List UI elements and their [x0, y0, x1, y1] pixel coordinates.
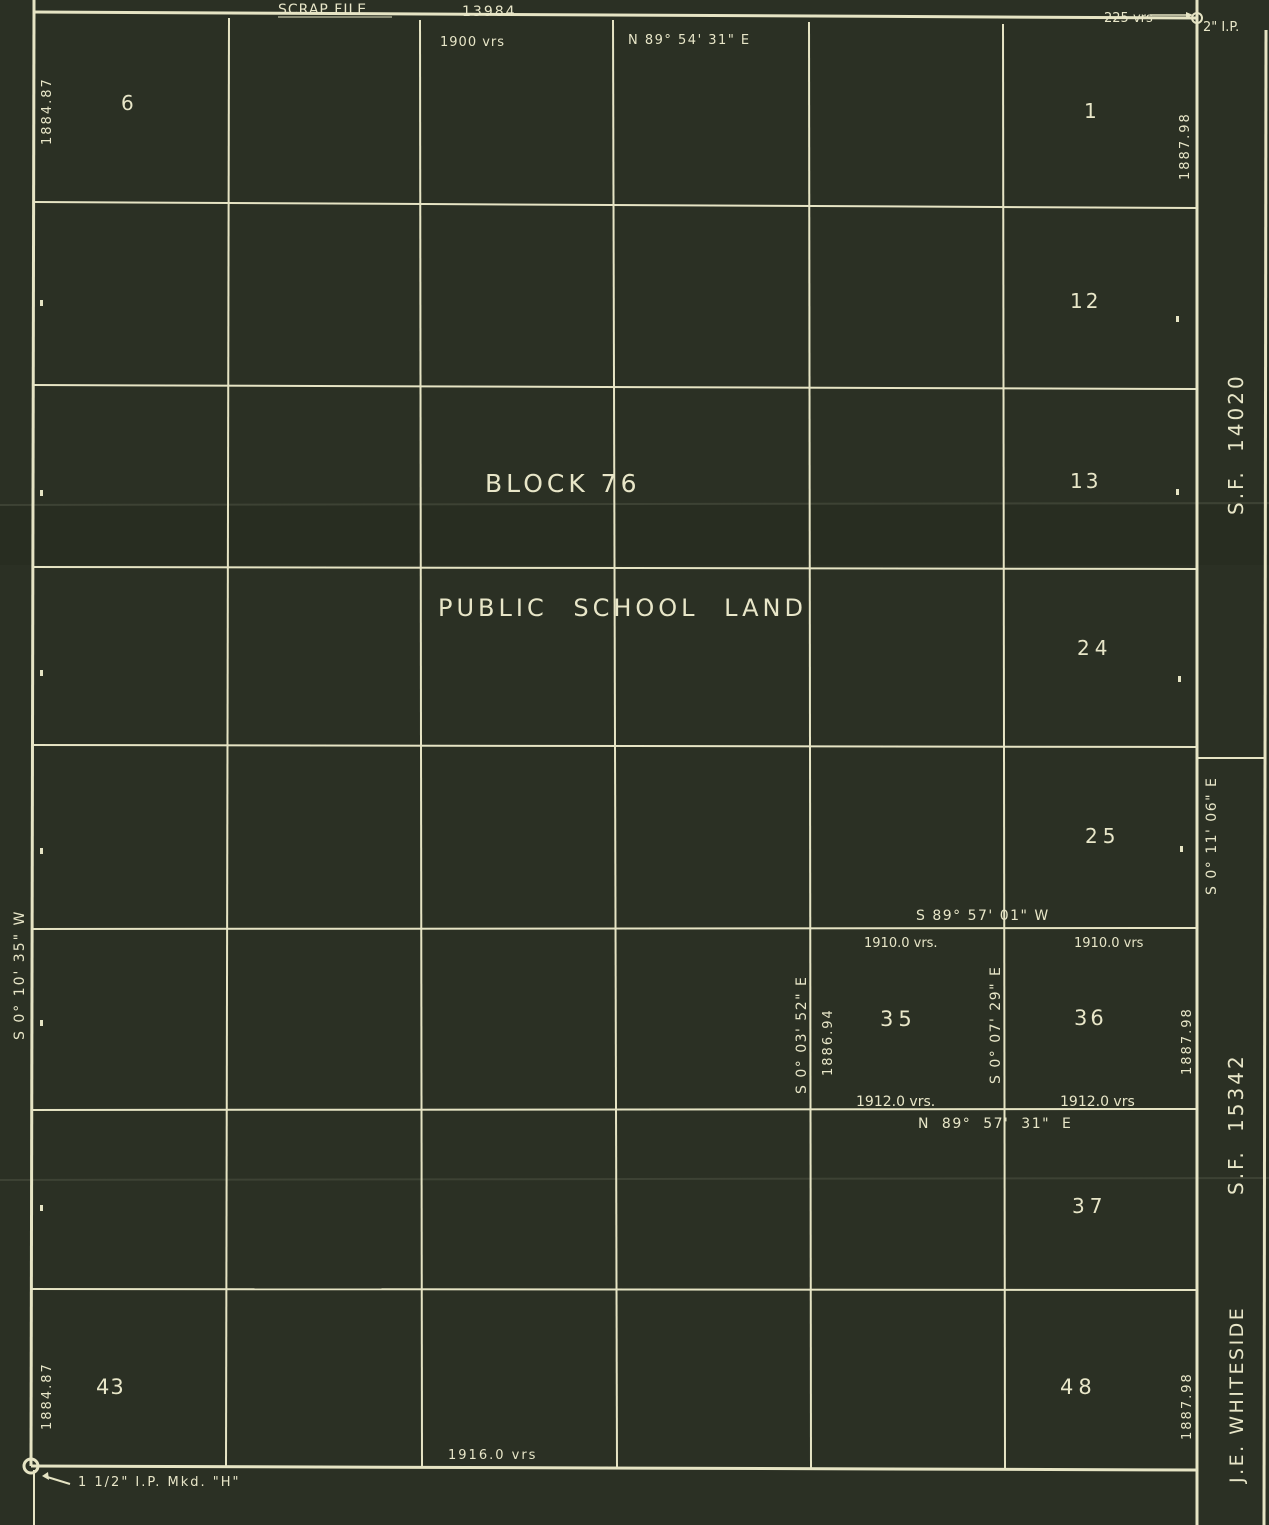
section-number: 12	[1070, 289, 1101, 313]
tract-north-bearing: S 89° 57' 01" W	[916, 908, 1050, 924]
corner-distance-label: 225 vrs	[1104, 11, 1153, 26]
section-number: 43	[96, 1375, 125, 1399]
block-title: BLOCK 76	[485, 469, 640, 498]
tract-west-bearing: S 0° 03' 52" E	[794, 976, 810, 1094]
monument-label: 1 1/2" I.P. Mkd. "H"	[78, 1475, 240, 1490]
grid-vline-1	[225, 17, 230, 1467]
block-boundary	[29, 0, 1268, 1525]
fold-shadow	[0, 505, 1269, 565]
section-number: 48	[1060, 1375, 1097, 1399]
grid-vline-4	[808, 21, 812, 1469]
section-number: 24	[1077, 636, 1112, 660]
adjoining-east-line	[1262, 29, 1268, 1525]
grid-hline-2	[32, 384, 1198, 390]
monument-arrowhead-icon	[42, 1472, 49, 1480]
west-bearing-label: S 0° 10' 35" W	[12, 910, 28, 1040]
section-number: 36	[1074, 1006, 1107, 1030]
adjoining-survey-bottom: S.F. 15342	[1224, 1053, 1248, 1195]
section-numbers: 6 1 12 13 24 25 35 36 37 43 48	[96, 91, 1120, 1399]
fold-line-lower	[0, 1177, 1269, 1181]
east-distance-top: 1887.98	[1178, 112, 1193, 180]
south-boundary-line	[30, 1464, 1198, 1472]
corner-pipe-label: 2" I.P.	[1203, 20, 1239, 35]
grid-hline-7	[30, 1288, 1198, 1291]
tract-north-distance-b: 1910.0 vrs	[1074, 936, 1144, 951]
section-number: 13	[1070, 469, 1101, 493]
section-number: 35	[880, 1007, 917, 1031]
west-boundary-line	[29, 11, 36, 1467]
adjoining-survey-top: S.F. 14020	[1224, 373, 1248, 515]
boundary-ticks	[40, 300, 1183, 1211]
east-bearing-label: S 0° 11' 06" E	[1204, 777, 1220, 895]
section-number: 37	[1072, 1194, 1107, 1218]
iron-pipe-monument-ne-icon	[1191, 12, 1203, 24]
block-subtitle: PUBLIC SCHOOL LAND	[438, 594, 807, 622]
east-distance-mid: 1887.98	[1180, 1007, 1195, 1075]
tract-south-bearing: N 89° 57' 31" E	[918, 1116, 1072, 1132]
tract-west-distance: 1886.94	[821, 1008, 836, 1076]
north-boundary-line	[33, 10, 1198, 20]
grid-vline-3	[612, 19, 618, 1469]
grid-hline-5	[31, 927, 1198, 930]
grid-hline-1	[33, 201, 1198, 209]
section-number: 6	[121, 91, 134, 115]
south-distance-label: 1916.0 vrs	[448, 1448, 537, 1463]
west-distance-top: 1884.87	[40, 77, 55, 145]
scrap-file-number: 13984	[462, 4, 517, 20]
grid-vline-2	[419, 19, 423, 1467]
north-bearing-label: N 89° 54' 31" E	[628, 33, 751, 48]
grid-hline-4	[32, 744, 1198, 748]
scrap-file-label: SCRAP FILE	[278, 2, 367, 18]
north-distance-label: 1900 vrs	[440, 35, 505, 50]
fold-line-upper	[0, 502, 1269, 506]
section-number: 25	[1085, 824, 1120, 848]
east-distance-bottom: 1887.98	[1180, 1372, 1195, 1440]
adjoining-owner-name: J.E. WHITESIDE	[1226, 1306, 1248, 1484]
section-number: 1	[1084, 99, 1097, 123]
grid-hline-3	[32, 566, 1198, 570]
tract-middle-bearing: S 0° 07' 29" E	[988, 966, 1004, 1084]
west-distance-bottom: 1884.87	[40, 1362, 55, 1430]
iron-pipe-monument-sw-icon	[22, 1457, 40, 1475]
section-grid	[30, 17, 1198, 1469]
corner-arrowhead-icon	[1186, 12, 1193, 18]
grid-hline-6	[31, 1108, 1198, 1111]
tract-north-distance-a: 1910.0 vrs.	[864, 936, 938, 951]
tract-south-distance-b: 1912.0 vrs	[1060, 1094, 1135, 1110]
tract-south-distance-a: 1912.0 vrs.	[856, 1094, 935, 1110]
